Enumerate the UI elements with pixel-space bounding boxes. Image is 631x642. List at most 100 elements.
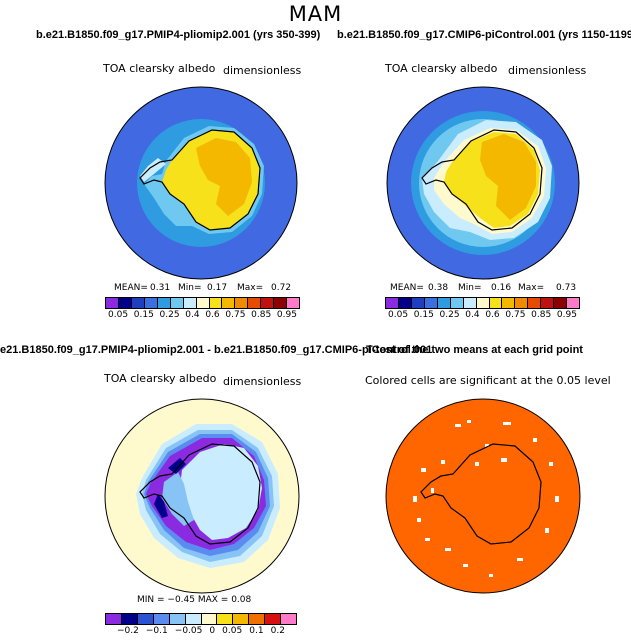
- colorbar-tick-label: 0: [209, 626, 216, 636]
- panel-top-left-polar-map: [104, 86, 298, 280]
- colorbar-swatch: [424, 298, 438, 308]
- colorbar-swatch: [233, 614, 250, 624]
- colorbar-swatch: [106, 298, 119, 308]
- colorbar-swatch: [144, 298, 158, 308]
- colorbar-swatches: [105, 297, 300, 309]
- colorbar-tick-label: −0.2: [117, 626, 139, 636]
- panel-bottom-right-caption: Colored cells are significant at the 0.0…: [365, 374, 611, 387]
- colorbar-swatch: [541, 298, 555, 308]
- colorbar-swatch: [450, 298, 464, 308]
- colorbar-swatch: [261, 298, 275, 308]
- panel-top-right-mean: 0.38: [428, 283, 449, 293]
- colorbar-swatch: [248, 298, 262, 308]
- colorbar-tick-label: 0.05: [388, 310, 409, 320]
- colorbar-tick-label: 0.25: [439, 310, 460, 320]
- colorbar-swatch: [118, 298, 132, 308]
- panel-top-right-mean-label: MEAN=: [390, 283, 424, 293]
- colorbar-swatch: [528, 298, 542, 308]
- panel-bottom-left-variable: TOA clearsky albedo: [104, 372, 217, 385]
- colorbar-tick-label: 0.4: [185, 310, 200, 320]
- colorbar-swatch: [386, 298, 399, 308]
- colorbar-ticks: 0.05 0.15 0.25 0.4 0.6 0.75 0.85 0.95: [105, 309, 300, 320]
- panel-top-right-polar-map: [386, 86, 580, 280]
- colorbar-tick-label: 0.6: [485, 310, 500, 320]
- figure-title: MAM: [288, 2, 343, 26]
- colorbar-swatch: [170, 298, 184, 308]
- colorbar-swatch: [463, 298, 477, 308]
- colorbar-tick-label: 0.1: [249, 626, 264, 636]
- colorbar-tick-label: 0.85: [251, 310, 272, 320]
- colorbar-swatch: [217, 614, 234, 624]
- colorbar-swatch: [153, 614, 170, 624]
- colorbar-tick-label: 0.6: [205, 310, 220, 320]
- panel-top-left-run-title: b.e21.B1850.f09_g17.PMIP4-pliomip2.001 (…: [36, 29, 321, 41]
- colorbar-swatch: [235, 298, 249, 308]
- colorbar-swatch: [137, 614, 154, 624]
- colorbar-swatch: [169, 614, 186, 624]
- colorbar-tick-label: 0.75: [225, 310, 246, 320]
- panel-top-right-variable: TOA clearsky albedo: [385, 62, 498, 75]
- colorbar-swatches: [105, 613, 297, 625]
- colorbar-swatch: [502, 298, 516, 308]
- panel-top-left-variable: TOA clearsky albedo: [103, 62, 216, 75]
- colorbar-swatch: [196, 298, 210, 308]
- colorbar-swatch: [121, 614, 138, 624]
- colorbar-tick-label: 0.4: [465, 310, 480, 320]
- colorbar-swatches: [385, 297, 580, 309]
- panel-top-left-max-label: Max=: [237, 283, 264, 293]
- colorbar-tick-label: 0.2: [270, 626, 285, 636]
- colorbar-swatch: [131, 298, 145, 308]
- panel-bottom-left-run-title: e21.B1850.f09_g17.PMIP4-pliomip2.001 - b…: [0, 344, 433, 356]
- colorbar-tick-label: 0.95: [556, 310, 577, 320]
- panel-bottom-left-units: dimensionless: [223, 375, 302, 388]
- panel-top-left-mean-label: MEAN=: [114, 283, 148, 293]
- colorbar-swatch: [489, 298, 503, 308]
- panel-top-right-max-label: Max=: [518, 283, 545, 293]
- colorbar-swatch: [281, 614, 297, 624]
- colorbar-swatch: [411, 298, 425, 308]
- colorbar-swatch: [222, 298, 236, 308]
- panel-top-right-max: 0.73: [556, 283, 577, 293]
- colorbar-tick-label: −0.1: [145, 626, 168, 636]
- colorbar-swatch: [274, 298, 288, 308]
- colorbar-tick-label: 0.05: [108, 310, 129, 320]
- panel-bottom-left-stats: MIN = −0.45 MAX = 0.08: [137, 595, 252, 605]
- colorbar-swatch: [287, 298, 300, 308]
- panel-top-left-mean: 0.31: [150, 283, 171, 293]
- colorbar-tick-label: 0.95: [276, 310, 297, 320]
- colorbar-tick-label: 0.15: [413, 310, 434, 320]
- colorbar-tick-label: 0.15: [133, 310, 154, 320]
- colorbar-ticks: 0.05 0.15 0.25 0.4 0.6 0.75 0.85 0.95: [385, 309, 580, 320]
- colorbar-swatch: [437, 298, 451, 308]
- panel-top-left-max: 0.72: [271, 283, 292, 293]
- colorbar-swatch: [398, 298, 412, 308]
- panel-bottom-left-colorbar: −0.2 −0.1 −0.05 0 0.05 0.1 0.2: [105, 613, 297, 636]
- panel-top-left-colorbar: 0.05 0.15 0.25 0.4 0.6 0.75 0.85 0.95: [105, 297, 300, 320]
- colorbar-tick-label: 0.25: [159, 310, 180, 320]
- colorbar-ticks: −0.2 −0.1 −0.05 0 0.05 0.1 0.2: [105, 625, 297, 636]
- colorbar-swatch: [249, 614, 266, 624]
- colorbar-tick-label: 0.85: [531, 310, 552, 320]
- colorbar-swatch: [476, 298, 490, 308]
- panel-top-left-units: dimensionless: [223, 64, 302, 77]
- colorbar-swatch: [567, 298, 580, 308]
- panel-bottom-right-polar-map: [385, 398, 581, 594]
- colorbar-swatch: [209, 298, 223, 308]
- colorbar-swatch: [515, 298, 529, 308]
- panel-top-right-colorbar: 0.05 0.15 0.25 0.4 0.6 0.75 0.85 0.95: [385, 297, 580, 320]
- colorbar-swatch: [554, 298, 568, 308]
- colorbar-tick-label: 0.75: [505, 310, 526, 320]
- colorbar-tick-label: −0.05: [174, 626, 203, 636]
- panel-top-right-min-label: Min=: [458, 283, 482, 293]
- panel-bottom-left-polar-map: [104, 398, 300, 594]
- colorbar-swatch: [106, 614, 122, 624]
- colorbar-swatch: [265, 614, 282, 624]
- colorbar-tick-label: 0.05: [222, 626, 243, 636]
- colorbar-swatch: [183, 298, 197, 308]
- colorbar-swatch: [185, 614, 202, 624]
- panel-top-right-run-title: b.e21.B1850.f09_g17.CMIP6-piControl.001 …: [337, 29, 631, 41]
- panel-top-left-min-label: Min=: [178, 283, 202, 293]
- panel-top-right-units: dimensionless: [508, 64, 587, 77]
- panel-top-left-min: 0.17: [207, 283, 228, 293]
- colorbar-swatch: [201, 614, 218, 624]
